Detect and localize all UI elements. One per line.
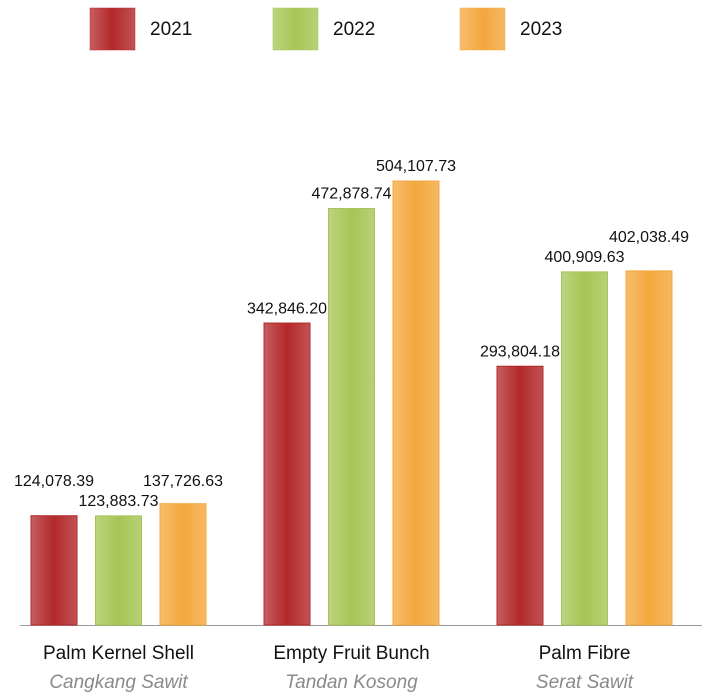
value-label: 402,038.49: [609, 229, 689, 246]
value-label: 124,078.39: [14, 473, 94, 490]
bar: [625, 270, 673, 626]
x-tick-sublabel: Serat Sawit: [536, 672, 634, 693]
value-label: 137,726.63: [143, 473, 223, 490]
legend-swatch: [272, 7, 319, 51]
bar: [392, 180, 440, 626]
value-label: 504,107.73: [376, 158, 456, 175]
legend-swatch: [459, 7, 506, 51]
legend-label: 2022: [333, 19, 375, 40]
legend-label: 2021: [150, 19, 192, 40]
value-label: 123,883.73: [78, 493, 158, 510]
bar: [30, 515, 78, 626]
x-tick-label: Palm Kernel Shell: [43, 643, 194, 664]
value-label: 400,909.63: [544, 249, 624, 266]
value-label: 342,846.20: [247, 300, 327, 317]
bar: [95, 515, 142, 626]
bar: [263, 322, 311, 626]
bar: [496, 365, 544, 626]
x-tick-label: Empty Fruit Bunch: [273, 643, 429, 664]
bar: [328, 208, 375, 626]
bar: [159, 503, 207, 626]
value-label: 293,804.18: [480, 343, 560, 360]
bar: [561, 271, 608, 626]
legend-swatch: [89, 7, 136, 51]
value-label: 472,878.74: [311, 186, 391, 203]
x-tick-sublabel: Tandan Kosong: [285, 672, 418, 693]
legend-label: 2023: [520, 19, 562, 40]
x-tick-sublabel: Cangkang Sawit: [49, 672, 188, 693]
x-tick-label: Palm Fibre: [539, 643, 631, 664]
